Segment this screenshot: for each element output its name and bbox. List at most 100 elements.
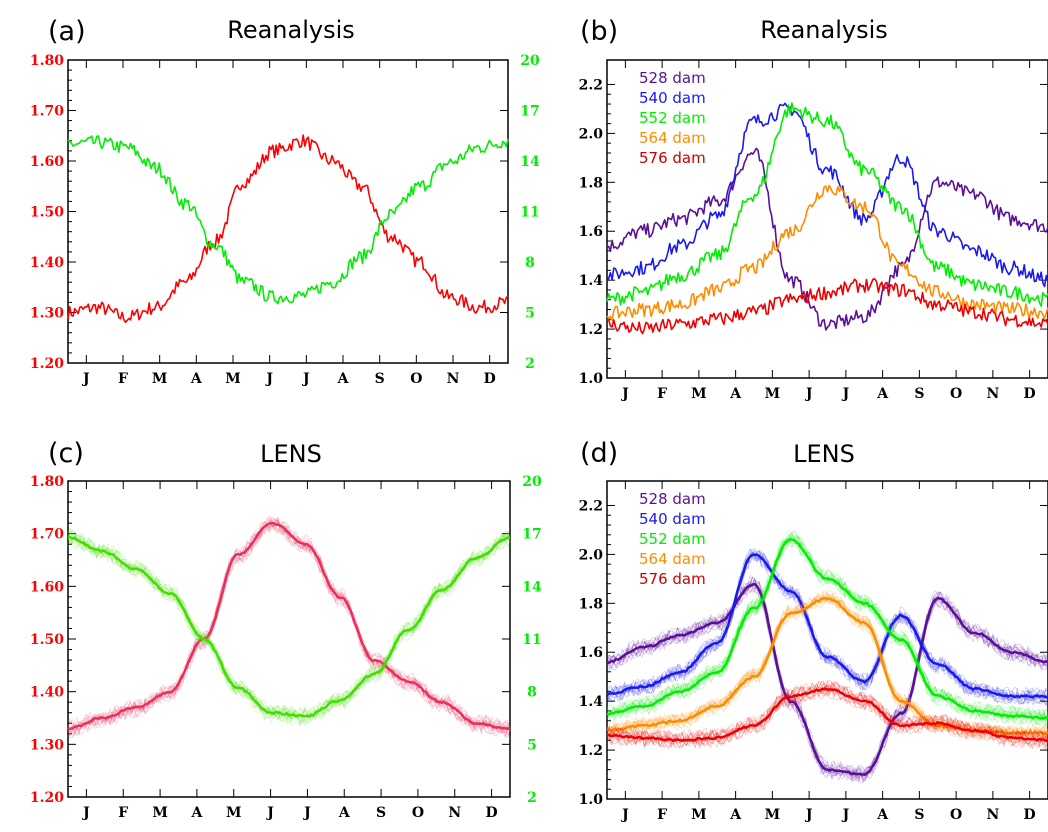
x-tick-label: M — [152, 805, 168, 821]
ensemble-member-line — [606, 589, 1048, 735]
ensemble-member-line — [67, 531, 511, 718]
x-tick-label: S — [376, 805, 386, 821]
x-tick-label: J — [841, 386, 850, 402]
ensemble-mean-line — [606, 687, 1048, 743]
x-tick-label: J — [301, 371, 310, 387]
legend-entry: 576 dam — [639, 149, 706, 167]
y-right-tick-label: 20 — [520, 53, 540, 69]
x-tick-label: M — [691, 386, 707, 402]
ensemble-member-line — [606, 530, 1048, 718]
y-left-tick-label: 1.20 — [30, 356, 64, 372]
y-right-tick-label: 2 — [527, 790, 537, 806]
x-tick-label: A — [729, 807, 742, 823]
ensemble-member-line — [606, 681, 1048, 743]
y-left-tick-label: 1.6 — [579, 645, 603, 661]
ensemble-member-line — [606, 594, 1048, 739]
series-line — [67, 135, 509, 305]
ensemble-member-line — [606, 554, 1048, 706]
ensemble-member-line — [606, 687, 1048, 749]
y-left-tick-label: 1.2 — [579, 743, 603, 759]
x-tick-label: J — [620, 807, 629, 823]
y-left-tick-label: 2.0 — [579, 126, 604, 142]
panel-b-title: Reanalysis — [760, 16, 888, 44]
x-tick-label: M — [691, 807, 707, 823]
legend-entry: 528 dam — [639, 69, 706, 87]
y-right-tick-label: 5 — [525, 306, 535, 322]
y-left-tick-label: 1.40 — [30, 685, 64, 701]
ensemble-member-line — [606, 589, 1048, 736]
ensemble-member-line — [67, 531, 511, 719]
x-tick-label: J — [620, 386, 629, 402]
x-tick-label: J — [804, 386, 813, 402]
ensemble-member-line — [606, 578, 1048, 781]
x-tick-label: S — [375, 371, 385, 387]
plot-layer: 1.20 1.30 1.40 1.50 1.60 1.70 1.80 2 5 8 11 14 17 20 J… — [30, 53, 1048, 823]
ensemble-mean-line — [67, 535, 511, 718]
x-tick-label: N — [986, 807, 999, 823]
x-tick-label: J — [302, 805, 311, 821]
panel-c-letter: (c) — [48, 438, 84, 469]
y-left-tick-label: 1.50 — [30, 205, 64, 221]
ensemble-member-line — [67, 530, 511, 719]
panel-d-letter: (d) — [580, 438, 618, 469]
x-tick-label: J — [81, 805, 90, 821]
legend-entry: 528 dam — [639, 490, 706, 508]
x-tick-label: O — [412, 805, 424, 821]
x-tick-label: D — [1024, 807, 1036, 823]
ensemble-member-line — [67, 533, 511, 723]
ensemble-member-line — [67, 523, 511, 739]
x-tick-label: A — [190, 371, 203, 387]
series-line — [606, 278, 1048, 335]
ensemble-member-line — [67, 535, 511, 722]
ensemble-member-line — [606, 584, 1048, 782]
y-left-tick-label: 1.60 — [30, 579, 64, 595]
ensemble-member-line — [606, 578, 1048, 776]
x-tick-label: N — [986, 386, 999, 402]
ensemble-member-line — [606, 592, 1048, 735]
ensemble-member-line — [606, 532, 1048, 718]
ensemble-member-line — [606, 687, 1048, 749]
ensemble-member-line — [67, 534, 511, 722]
plot-d: 1.0 1.2 1.4 1.6 1.8 2.0 2.2 J F M A M J J A S O N D 528 dam… — [579, 480, 1048, 823]
ensemble-member-line — [67, 517, 511, 729]
y-right-tick-label: 14 — [520, 154, 540, 170]
plot-frame — [67, 59, 509, 364]
legend-entry: 576 dam — [639, 570, 706, 588]
ensemble-member-line — [606, 592, 1048, 737]
x-tick-label: F — [118, 371, 128, 387]
x-tick-label: D — [484, 371, 496, 387]
y-left-tick-label: 1.60 — [30, 154, 64, 170]
x-tick-label: A — [876, 386, 889, 402]
x-tick-label: M — [152, 371, 168, 387]
y-left-tick-label: 1.4 — [579, 273, 604, 289]
legend-entry: 564 dam — [639, 550, 706, 568]
y-right-tick-label: 11 — [522, 632, 541, 648]
y-left-tick-label: 1.30 — [30, 306, 64, 322]
ensemble-member-line — [606, 533, 1048, 723]
y-left-tick-label: 1.20 — [30, 790, 64, 806]
x-tick-label: D — [486, 805, 498, 821]
ensemble-member-line — [67, 527, 511, 716]
y-right-tick-label: 5 — [527, 737, 537, 753]
x-tick-label: A — [337, 371, 350, 387]
y-left-tick-label: 1.50 — [30, 632, 64, 648]
plot-frame — [606, 480, 1048, 800]
x-tick-label: F — [118, 805, 128, 821]
ensemble-member-line — [606, 535, 1048, 723]
legend-entry: 564 dam — [639, 129, 706, 147]
x-tick-label: J — [265, 805, 274, 821]
ensemble-mean-line — [606, 553, 1048, 699]
y-right-tick-label: 2 — [525, 356, 535, 372]
ensemble-mean-line — [606, 537, 1048, 720]
ensemble-member-line — [606, 548, 1048, 698]
panel-d: (d) LENS — [580, 438, 855, 469]
ensemble-mean-line — [606, 582, 1048, 776]
plot-c: 1.20 1.30 1.40 1.50 1.60 1.70 1.80 2 5 8 11 14 17 20 J… — [30, 474, 542, 821]
series-line — [606, 102, 1048, 307]
ensemble-member-line — [67, 516, 511, 730]
x-tick-label: M — [225, 371, 241, 387]
x-tick-label: J — [264, 371, 273, 387]
ensemble-member-line — [606, 538, 1048, 727]
ensemble-mean-line — [67, 521, 511, 731]
